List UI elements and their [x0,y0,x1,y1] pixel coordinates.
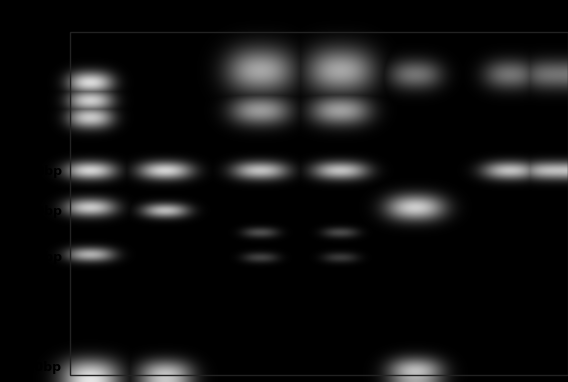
Text: 400bp: 400bp [18,165,62,178]
Text: 200bp: 200bp [18,251,62,264]
Text: 3: 3 [313,10,323,26]
Text: 1: 1 [137,10,147,26]
Text: 300bp: 300bp [18,206,62,219]
Bar [70,32,568,375]
Text: 6: 6 [542,10,553,26]
Text: 100bp: 100bp [18,361,62,374]
Text: 2: 2 [235,10,245,26]
Text: 4: 4 [410,10,420,26]
Text: M: M [51,10,65,26]
Text: 5: 5 [500,10,510,26]
